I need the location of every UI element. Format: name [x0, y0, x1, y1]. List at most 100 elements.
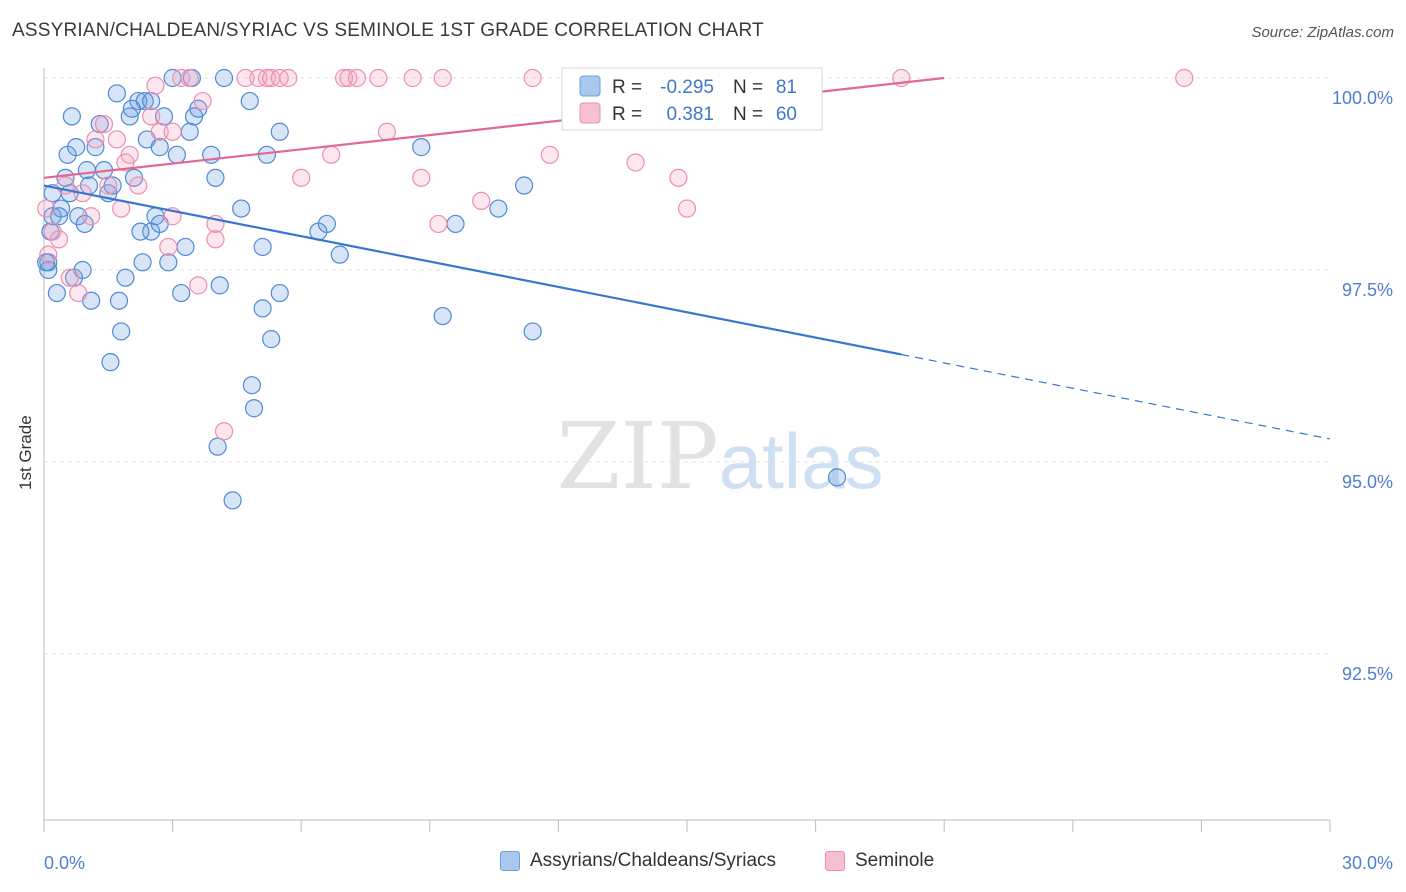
- data-point: [107, 130, 126, 149]
- data-point: [39, 245, 58, 264]
- data-point: [77, 161, 96, 180]
- data-point: [107, 84, 126, 103]
- watermark-atlas: atlas: [719, 417, 884, 505]
- data-point: [412, 168, 431, 187]
- data-point: [103, 176, 122, 195]
- legend-item-assyrians[interactable]: Assyrians/Chaldeans/Syriacs: [500, 850, 776, 872]
- legend-n-value-1: 81: [776, 77, 797, 98]
- data-point: [446, 214, 465, 234]
- data-point: [330, 245, 349, 264]
- legend-swatch: [500, 851, 520, 871]
- legend-swatch-seminole: [579, 102, 601, 124]
- legend-label: Assyrians/Chaldeans/Syriacs: [530, 850, 777, 871]
- data-point: [322, 145, 341, 164]
- data-point: [116, 268, 135, 287]
- data-point: [223, 491, 242, 510]
- legend-n-value-2: 60: [776, 104, 797, 125]
- data-point: [334, 68, 354, 88]
- data-point: [412, 138, 431, 157]
- data-point: [433, 68, 452, 88]
- watermark-zip: ZIP: [557, 403, 719, 510]
- data-point: [208, 437, 227, 456]
- data-point: [540, 145, 559, 164]
- legend-swatch-assyrians: [579, 75, 601, 97]
- data-point: [150, 122, 169, 141]
- data-point: [489, 199, 508, 218]
- data-point: [109, 291, 129, 310]
- data-point: [142, 91, 161, 111]
- data-point: [669, 168, 688, 187]
- data-point: [429, 214, 448, 234]
- data-point: [257, 68, 277, 88]
- watermark: ZIPatlas: [557, 403, 884, 510]
- legend-label: Seminole: [855, 850, 935, 871]
- data-point: [210, 276, 229, 295]
- data-point: [377, 122, 397, 141]
- trend-line-assyrians: [43, 184, 902, 356]
- data-point: [214, 68, 234, 88]
- data-point: [515, 176, 534, 195]
- data-point: [193, 91, 212, 111]
- gridlines: [44, 77, 1330, 655]
- data-point: [242, 376, 262, 395]
- data-point: [232, 199, 251, 218]
- data-point: [101, 353, 120, 372]
- legend-r-label-1: R =: [612, 77, 642, 98]
- y-tick-label: 92.5%: [1342, 664, 1393, 684]
- data-point: [206, 230, 225, 249]
- data-point: [677, 199, 697, 218]
- data-point: [523, 322, 542, 341]
- x-ticks: [43, 820, 1331, 832]
- y-tick-label: 100.0%: [1332, 88, 1393, 108]
- data-point: [433, 306, 452, 326]
- legend-r-value-1: -0.295: [660, 77, 714, 98]
- data-point: [172, 283, 191, 303]
- data-point: [244, 399, 264, 418]
- legend-item-seminole[interactable]: Seminole: [825, 850, 934, 872]
- data-point: [262, 330, 281, 349]
- correlation-legend: R = -0.295 N = 81 R = 0.381 N = 60: [561, 67, 823, 131]
- legend-n-label-1: N =: [733, 77, 763, 98]
- data-point: [163, 122, 182, 141]
- data-point: [37, 199, 56, 218]
- y-tick-label: 97.5%: [1342, 280, 1393, 300]
- data-point: [317, 214, 337, 234]
- data-point: [292, 168, 311, 187]
- data-point: [253, 237, 272, 257]
- data-point: [129, 176, 148, 195]
- data-point: [131, 222, 150, 241]
- data-point: [62, 107, 81, 126]
- data-point: [49, 230, 69, 249]
- data-point: [279, 68, 298, 88]
- x-tick-label-max: 30.0%: [1342, 853, 1393, 873]
- x-tick-label-min: 0.0%: [44, 853, 85, 873]
- data-point: [270, 283, 289, 303]
- data-point: [206, 168, 225, 187]
- data-point: [47, 283, 66, 303]
- data-point: [82, 207, 101, 226]
- source-label: Source: ZipAtlas.com: [1251, 24, 1394, 41]
- data-point: [122, 99, 141, 118]
- data-point: [214, 422, 234, 441]
- chart-title: ASSYRIAN/CHALDEAN/SYRIAC VS SEMINOLE 1ST…: [12, 20, 764, 41]
- data-point: [240, 91, 259, 111]
- data-point: [159, 237, 178, 257]
- legend-r-label-2: R =: [612, 104, 642, 125]
- data-point: [60, 268, 79, 287]
- data-point: [189, 276, 208, 295]
- data-point: [523, 68, 542, 88]
- data-point: [236, 68, 255, 88]
- trend-line-assyrians-extension: [901, 353, 1331, 440]
- data-point: [347, 68, 367, 88]
- data-point: [94, 114, 114, 134]
- data-point: [626, 153, 645, 172]
- data-point: [270, 122, 289, 141]
- data-point: [253, 299, 272, 318]
- data-point: [86, 130, 105, 149]
- legend-r-value-2: 0.381: [666, 104, 714, 125]
- data-point: [99, 176, 118, 195]
- data-point: [403, 68, 422, 88]
- data-point: [146, 76, 165, 95]
- data-point: [472, 191, 491, 210]
- data-point: [86, 138, 105, 157]
